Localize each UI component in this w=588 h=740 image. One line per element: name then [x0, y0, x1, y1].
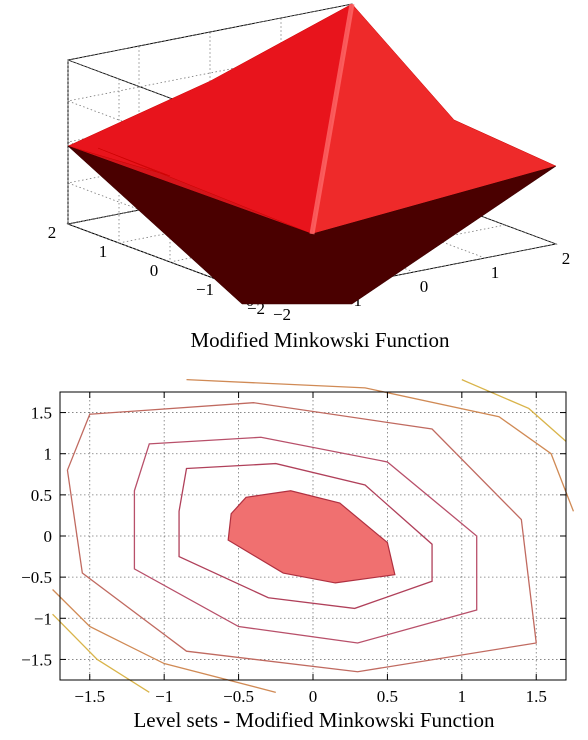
y-tick-label: 0.5 [31, 486, 52, 505]
contour-line [52, 613, 150, 693]
y-tick-label: −1.5 [21, 650, 52, 669]
contour-plot: −1.5 −1 −0.5 0 0.5 1 1.5 −1.5 −1 −0.5 0 0.5 1 1.5 [21, 379, 575, 706]
x-tick-label: −2 [273, 305, 291, 324]
y-tick-label: 0 [44, 527, 53, 546]
surface-ridge [309, 3, 355, 235]
contour-line [186, 379, 575, 512]
grid-line [351, 4, 557, 245]
surface-shadow-face [67, 145, 557, 305]
x-tick-label: 0 [420, 277, 429, 296]
contour-line [461, 379, 567, 442]
contour-line [178, 462, 433, 610]
y-tick-label: 1.5 [31, 404, 52, 423]
contour-line [52, 589, 276, 693]
y-tick-label: −1 [196, 280, 214, 299]
grid-line [66, 167, 353, 301]
x-tick-label: 2 [562, 249, 571, 268]
x-tick-label: 1 [491, 263, 500, 282]
y-tick-label: −1 [34, 609, 52, 628]
y-tick-label: 1 [99, 242, 108, 261]
x-tick-label: −1 [155, 687, 173, 706]
x-tick-label: 1.5 [526, 687, 547, 706]
x-tick-label: −1.5 [74, 687, 105, 706]
contour-axes: −1.5 −1 −0.5 0 0.5 1 1.5 −1.5 −1 −0.5 0 0.5 1 1.5 [21, 379, 575, 706]
x-tick-label: 0.5 [377, 687, 398, 706]
surface-face [311, 3, 557, 235]
contour-plot-title: Level sets - Modified Minkowski Function [133, 708, 495, 732]
x-tick-label: 0 [309, 687, 318, 706]
contour-line [133, 436, 478, 644]
contour-filled-region [227, 490, 396, 584]
y-tick-label: 2 [48, 223, 57, 242]
surface-plot-title: Modified Minkowski Function [190, 328, 450, 352]
y-tick-label: 0 [150, 261, 159, 280]
y-tick-label: 1 [44, 445, 53, 464]
surface [67, 3, 557, 305]
x-tick-label: −0.5 [223, 687, 254, 706]
contour-line [66, 402, 537, 673]
y-tick-label: −0.5 [21, 568, 52, 587]
x-tick-label: 1 [458, 687, 467, 706]
